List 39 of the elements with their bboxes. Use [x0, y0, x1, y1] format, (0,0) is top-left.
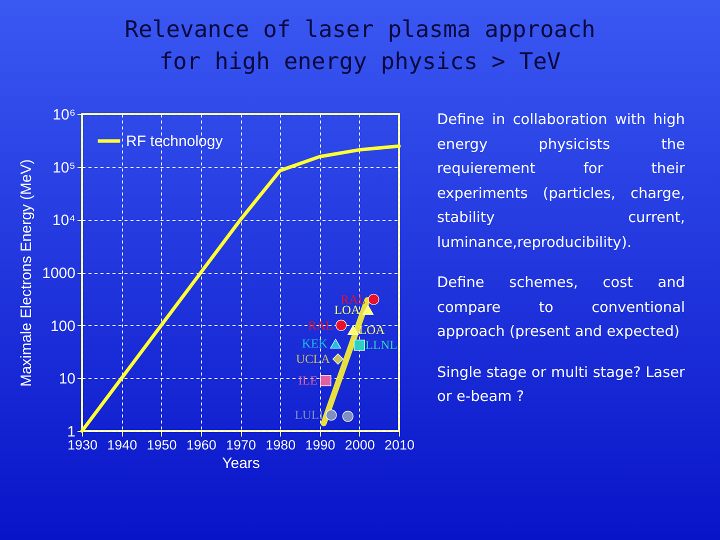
series-label: UCLA [296, 352, 330, 366]
y-tick-label: 100 [50, 318, 76, 335]
point [354, 340, 365, 351]
y-tick-label: 10⁴ [52, 212, 76, 230]
y-tick-label: 10 [58, 370, 76, 388]
x-tick-label: 2010 [384, 438, 415, 452]
x-tick-label: 1950 [146, 438, 177, 452]
point [326, 410, 337, 421]
x-tick-label: 1990 [305, 438, 336, 452]
series-label: KEK [302, 336, 328, 351]
x-axis-title: Years [222, 455, 260, 472]
point [368, 294, 380, 305]
point [336, 320, 347, 331]
text: Define in collaboration with high energy physicists the requierement for their experiments (particles, charge, stability current, luminance,reproducibility). [437, 111, 685, 252]
x-tick-label: 1980 [266, 438, 296, 452]
chart-title: Relevance of laser plasma approach for high energy physics > TeV [124, 16, 596, 77]
y-axis-title: Maximale Electrons Energy (MeV) [18, 159, 36, 387]
x-tick-label: 1970 [226, 438, 256, 452]
y-tick-label: 1000 [42, 265, 76, 282]
x-tick-label: 1940 [107, 438, 138, 452]
x-tick-label: 2000 [344, 438, 375, 452]
point [347, 325, 359, 336]
y-tick-label: 1 [67, 424, 76, 440]
y-tick-label: 10⁶ [52, 106, 76, 124]
point [342, 410, 354, 422]
point [330, 338, 342, 348]
x-tick-label: 1930 [67, 438, 98, 452]
series-label: ILE [298, 374, 318, 388]
series-label: LLNL [365, 338, 398, 352]
text: Single stage or multi stage? Laser or e-beam ? [437, 364, 685, 407]
point [362, 305, 374, 315]
y-tick-label: 10⁵ [52, 159, 76, 176]
point [320, 375, 332, 386]
series-label: LULI [294, 408, 324, 422]
text: Define schemes, cost and compare to conventional approach (present and expected) [437, 274, 685, 342]
legend-label: RF technology [126, 133, 224, 150]
series-label: RAL [308, 318, 334, 332]
x-tick-label: 1960 [186, 438, 216, 452]
point [332, 354, 344, 365]
